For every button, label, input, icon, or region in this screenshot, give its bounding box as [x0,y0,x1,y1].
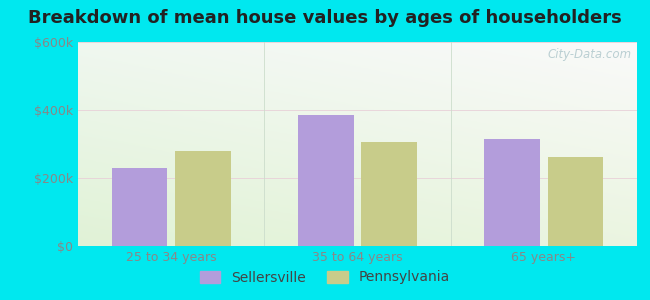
Bar [361,142,417,246]
Legend: Sellersville, Pennsylvania: Sellersville, Pennsylvania [194,265,456,290]
Text: City-Data.com: City-Data.com [547,48,631,61]
Bar [175,151,231,246]
Text: Breakdown of mean house values by ages of householders: Breakdown of mean house values by ages o… [28,9,622,27]
Bar [298,115,354,246]
Bar [547,157,603,246]
Bar [112,168,168,246]
Bar [484,139,540,246]
